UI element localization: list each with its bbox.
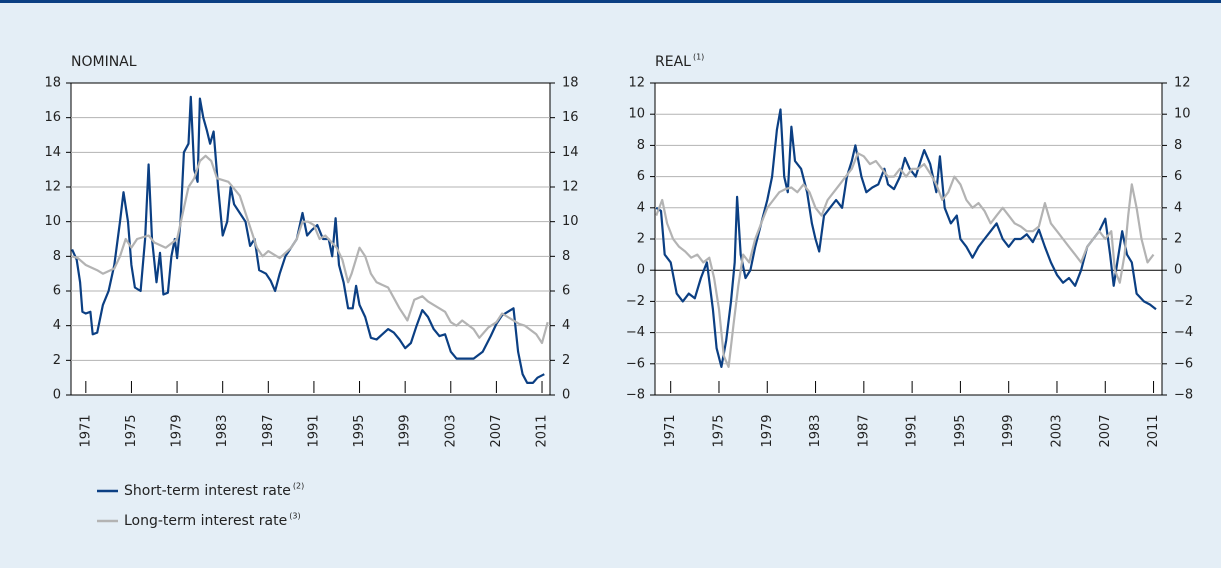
y2-tick-label: 18 (562, 76, 579, 91)
y-tick-label: 4 (53, 318, 61, 333)
y-tick-label: 4 (637, 200, 645, 215)
x-tick-label: 1995 (352, 414, 367, 447)
x-tick-label: 1975 (124, 414, 139, 447)
y2-tick-label: 0 (1174, 263, 1182, 278)
y-tick-label: 6 (637, 169, 645, 184)
y2-tick-label: −6 (1174, 356, 1193, 371)
y2-tick-label: −4 (1174, 325, 1193, 340)
chart-title-note: (1) (693, 53, 704, 62)
y2-tick-label: 2 (562, 353, 570, 368)
y2-tick-label: 2 (1174, 232, 1182, 247)
y2-tick-label: 14 (562, 145, 579, 160)
y-tick-label: 0 (53, 388, 61, 403)
x-tick-label: 1987 (261, 414, 276, 447)
y-tick-label: −8 (626, 388, 645, 403)
y-tick-label: 8 (637, 138, 645, 153)
y-tick-label: −2 (626, 294, 645, 309)
series-line (71, 154, 549, 345)
y2-tick-label: 8 (562, 249, 570, 264)
y-tick-label: −6 (626, 356, 645, 371)
y-tick-label: 18 (44, 76, 61, 91)
y-tick-label: 0 (637, 263, 645, 278)
x-tick-label: 1979 (760, 414, 775, 447)
x-tick-label: 1991 (905, 414, 920, 447)
x-tick-label: 1999 (1001, 414, 1016, 447)
legend-label: Short-term interest rate (124, 483, 291, 499)
y-tick-label: 2 (637, 232, 645, 247)
x-tick-label: 1999 (398, 414, 413, 447)
y2-tick-label: 10 (1174, 107, 1191, 122)
legend-label: Long-term interest rate (124, 513, 287, 529)
series-line (71, 95, 545, 384)
plot-area (70, 82, 551, 396)
y-tick-label: 6 (53, 284, 61, 299)
y2-tick-label: 12 (562, 180, 579, 195)
y2-tick-label: 4 (1174, 200, 1182, 215)
y2-tick-label: −2 (1174, 294, 1193, 309)
y-tick-label: 12 (628, 76, 645, 91)
series-line (655, 108, 1157, 368)
y2-tick-label: 12 (1174, 76, 1191, 91)
y-tick-label: 2 (53, 353, 61, 368)
x-tick-label: 1983 (808, 414, 823, 447)
x-tick-label: 1987 (856, 414, 871, 447)
y-tick-label: 14 (44, 145, 61, 160)
y2-tick-label: 16 (562, 110, 579, 125)
y2-tick-label: 6 (1174, 169, 1182, 184)
x-tick-label: 1971 (663, 414, 678, 447)
x-tick-label: 2011 (1146, 414, 1161, 447)
series-line (655, 152, 1155, 368)
x-tick-label: 2007 (1098, 414, 1113, 447)
y-tick-label: −4 (626, 325, 645, 340)
y-tick-label: 10 (628, 107, 645, 122)
y-tick-label: 10 (44, 214, 61, 229)
y-tick-label: 8 (53, 249, 61, 264)
top-border (0, 0, 1221, 3)
y2-tick-label: 10 (562, 214, 579, 229)
y2-tick-label: −8 (1174, 388, 1193, 403)
y2-tick-label: 8 (1174, 138, 1182, 153)
chart-title: NOMINAL (71, 54, 137, 70)
x-tick-label: 2003 (1049, 414, 1064, 447)
x-tick-label: 2011 (535, 414, 550, 447)
y2-tick-label: 4 (562, 318, 570, 333)
y2-tick-label: 6 (562, 284, 570, 299)
legend-note: (3) (289, 512, 300, 521)
y-tick-label: 16 (44, 110, 61, 125)
x-tick-label: 1971 (78, 414, 93, 447)
x-tick-label: 1995 (953, 414, 968, 447)
x-tick-label: 1983 (215, 414, 230, 447)
x-tick-label: 2007 (489, 414, 504, 447)
legend-note: (2) (293, 482, 304, 491)
x-tick-label: 1975 (711, 414, 726, 447)
x-tick-label: 2003 (443, 414, 458, 447)
x-tick-label: 1979 (170, 414, 185, 447)
chart-title: REAL (655, 54, 691, 70)
y2-tick-label: 0 (562, 388, 570, 403)
y-tick-label: 12 (44, 180, 61, 195)
x-tick-label: 1991 (306, 414, 321, 447)
